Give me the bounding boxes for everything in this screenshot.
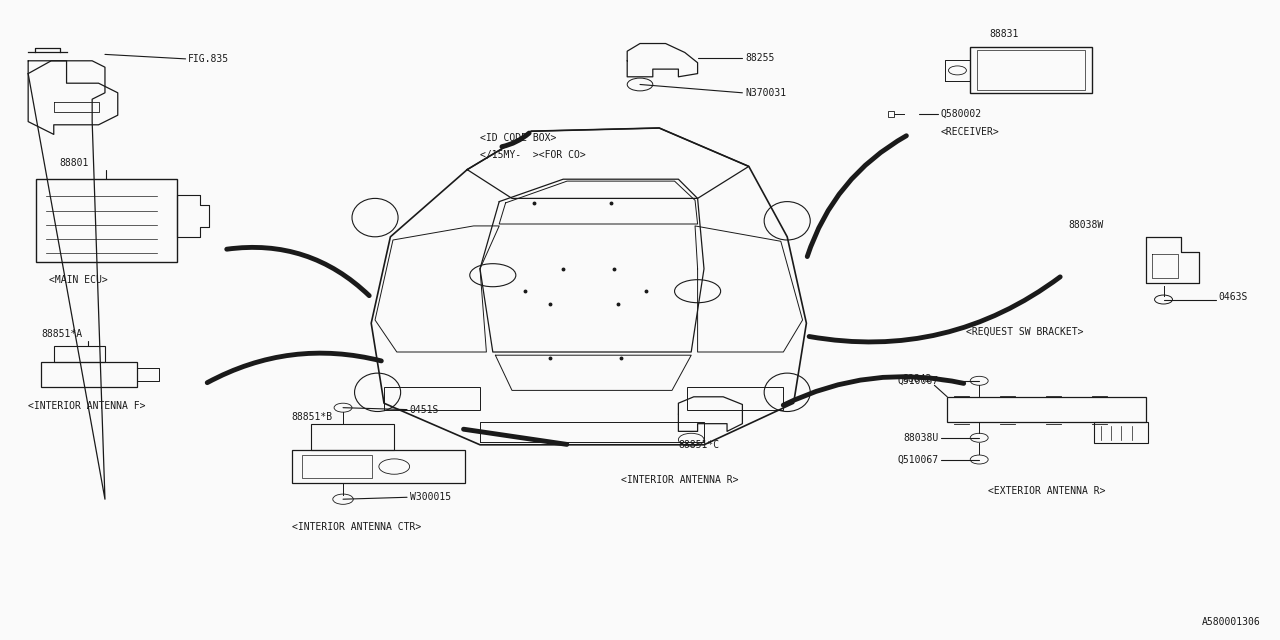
Text: 88038W: 88038W: [1069, 220, 1105, 230]
Text: 88831: 88831: [989, 29, 1019, 39]
Text: 88851*A: 88851*A: [41, 329, 82, 339]
Bar: [302, 455, 372, 478]
Text: Q510067: Q510067: [897, 454, 938, 465]
Text: <REQUEST SW BRACKET>: <REQUEST SW BRACKET>: [966, 326, 1084, 337]
Text: FIG.835: FIG.835: [188, 54, 229, 64]
Text: N370031: N370031: [745, 88, 786, 98]
Bar: [970, 47, 1092, 93]
Text: <INTERIOR ANTENNA F>: <INTERIOR ANTENNA F>: [28, 401, 146, 412]
Text: <RECEIVER>: <RECEIVER>: [941, 127, 1000, 137]
Text: 88851*B: 88851*B: [292, 412, 333, 422]
Text: 88801: 88801: [59, 157, 88, 168]
Bar: [687, 387, 783, 410]
Text: <MAIN ECU>: <MAIN ECU>: [49, 275, 108, 285]
Text: <INTERIOR ANTENNA CTR>: <INTERIOR ANTENNA CTR>: [292, 522, 421, 532]
Text: 88842: 88842: [902, 374, 932, 384]
Text: Q510067: Q510067: [897, 376, 938, 386]
Bar: [41, 362, 137, 387]
Text: <EXTERIOR ANTENNA R>: <EXTERIOR ANTENNA R>: [988, 486, 1106, 497]
Bar: [1094, 422, 1148, 443]
Bar: [384, 387, 480, 410]
Text: 88255: 88255: [745, 52, 774, 63]
Text: 88851*C: 88851*C: [678, 440, 719, 450]
Text: </15MY-  ><FOR CO>: </15MY- ><FOR CO>: [480, 150, 586, 160]
Text: <INTERIOR ANTENNA R>: <INTERIOR ANTENNA R>: [621, 475, 739, 485]
Bar: [54, 346, 105, 362]
Bar: [292, 450, 465, 483]
Bar: [947, 397, 1146, 422]
Text: Q580002: Q580002: [941, 109, 982, 119]
Bar: [311, 424, 394, 450]
Bar: [36, 179, 177, 262]
Text: A580001306: A580001306: [1202, 617, 1261, 627]
Text: <ID CODE BOX>: <ID CODE BOX>: [480, 132, 557, 143]
Text: 88038U: 88038U: [902, 433, 938, 443]
Text: 0451S: 0451S: [410, 404, 439, 415]
Bar: [977, 50, 1085, 90]
Text: W300015: W300015: [410, 492, 451, 502]
Text: 0463S: 0463S: [1219, 292, 1248, 302]
